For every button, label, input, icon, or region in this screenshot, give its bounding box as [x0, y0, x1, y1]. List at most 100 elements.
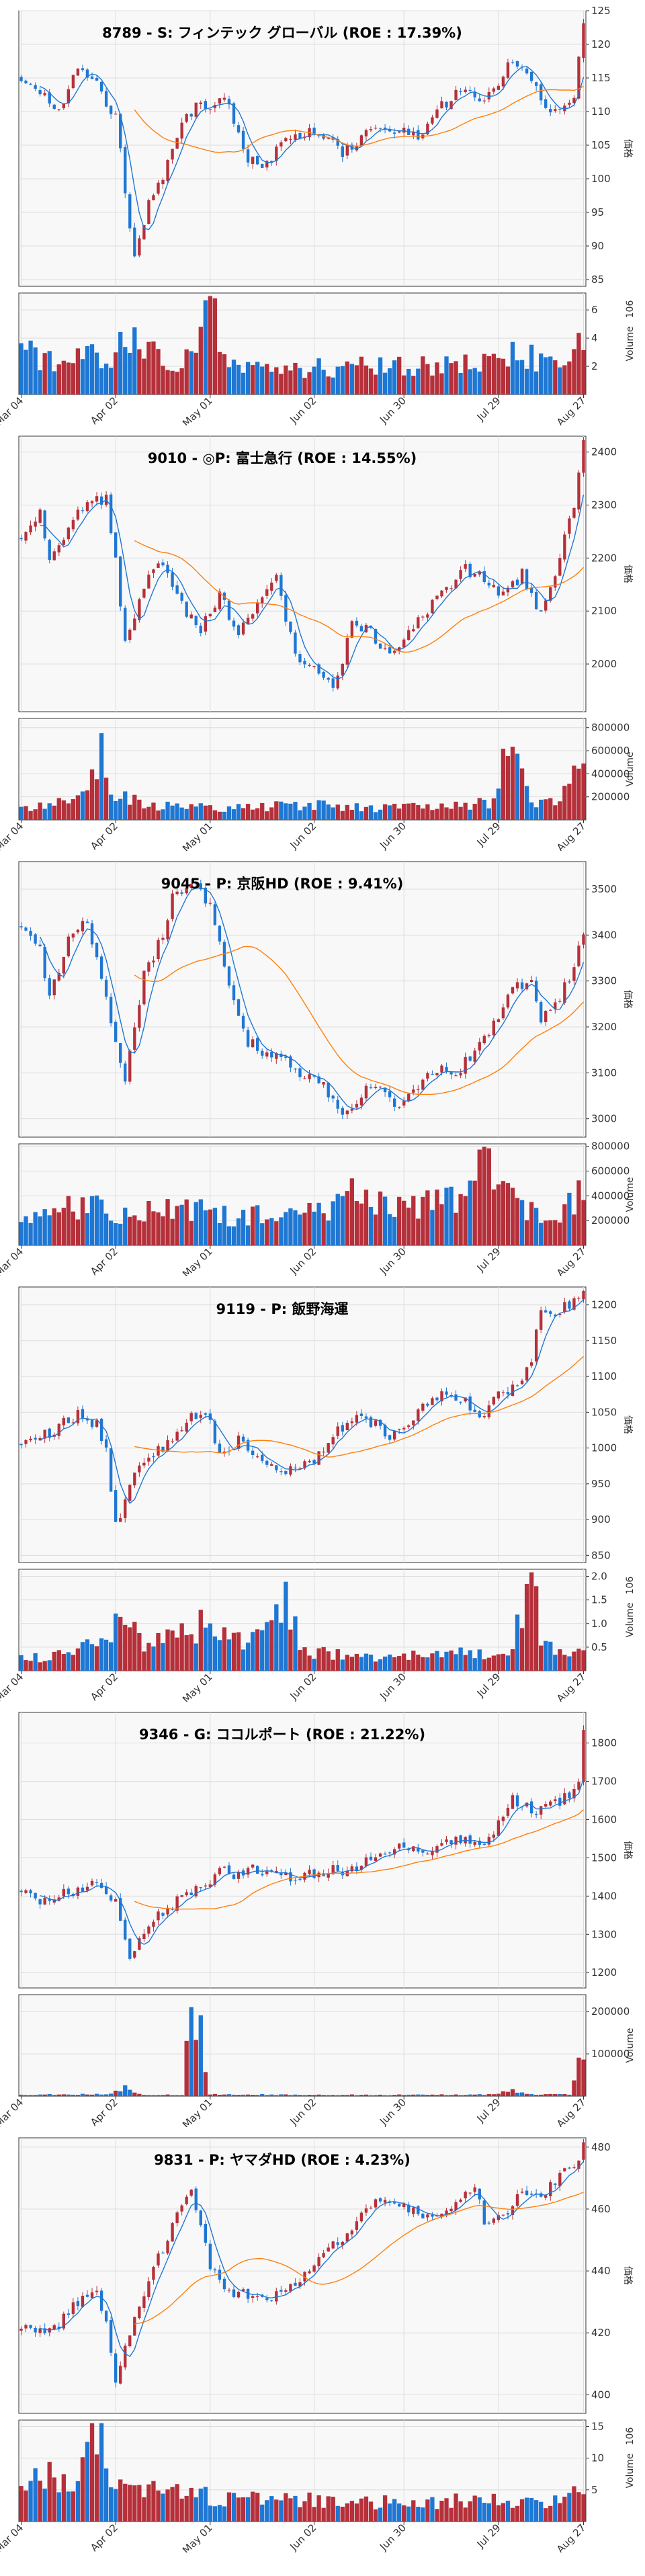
volume-tick-label: 400000 — [591, 767, 630, 780]
candle-body — [506, 994, 510, 1008]
chart-title: 9045 - P: 京阪HD (ROE : 9.41%) — [161, 876, 404, 892]
x-tick-label: Apr 02 — [88, 1245, 120, 1276]
volume-bar — [363, 2496, 369, 2522]
volume-bar — [397, 808, 402, 820]
candle-body — [534, 82, 538, 86]
candle-body — [392, 651, 396, 653]
candle-body — [359, 2212, 363, 2222]
candle-body — [194, 2188, 198, 2210]
candle-body — [227, 99, 231, 105]
candle-body — [246, 1868, 250, 1875]
candle-body — [222, 2278, 226, 2290]
volume-bar — [435, 2509, 439, 2522]
volume-bar — [331, 2095, 335, 2096]
candle-body — [515, 61, 519, 67]
candle-body — [440, 1065, 443, 1073]
volume-bar — [501, 2091, 506, 2096]
volume-bar — [38, 2094, 42, 2096]
candle-body — [152, 960, 155, 963]
volume-bar — [402, 375, 406, 394]
volume-bar — [463, 1655, 468, 1671]
volume-bar — [544, 799, 548, 820]
candle-body — [341, 663, 344, 676]
volume-bar — [567, 2493, 572, 2522]
candle-body — [43, 93, 46, 95]
candle-body — [43, 2328, 46, 2333]
volume-bar — [118, 1616, 123, 1671]
candle-body — [482, 1416, 486, 1417]
candle-body — [388, 647, 392, 654]
volume-bar — [307, 802, 312, 820]
volume-bar — [444, 2498, 449, 2522]
volume-bar — [217, 2505, 222, 2522]
volume-bar — [241, 2094, 246, 2096]
volume-bar — [472, 803, 477, 820]
candle-body — [213, 1874, 217, 1885]
volume-bar — [33, 1653, 38, 1671]
candle-body — [308, 1461, 311, 1462]
candle-body — [577, 472, 580, 510]
candle-body — [185, 114, 188, 122]
volume-bar — [425, 364, 430, 394]
candle-body — [298, 654, 302, 663]
stock-chart-panel: Mar 04 Apr 02 May 01 Jun 02 Jun 30 Jul 29 Aug … — [0, 2130, 645, 2552]
candle-body — [199, 1415, 202, 1418]
volume-bar — [208, 2505, 213, 2522]
volume-bar — [47, 351, 52, 394]
volume-bar — [208, 2094, 213, 2096]
volume-bar — [558, 1222, 562, 1245]
candle-body — [312, 1460, 316, 1464]
volume-bar — [548, 1220, 553, 1245]
volume-bar — [38, 1662, 42, 1671]
candle-body — [421, 1403, 425, 1411]
candle-body — [312, 127, 316, 134]
volume-bar — [373, 812, 378, 820]
candle-body — [251, 1039, 255, 1048]
candle-body — [506, 2213, 510, 2215]
candle-body — [104, 2311, 108, 2322]
volume-bar — [387, 1654, 392, 1671]
volume-bar — [189, 1220, 194, 1245]
candle-body — [175, 1431, 179, 1441]
candle-body — [62, 1888, 65, 1897]
volume-bar — [189, 2007, 194, 2096]
volume-bar — [359, 2498, 364, 2522]
volume-bar — [165, 1629, 170, 1671]
volume-bar — [378, 1191, 383, 1245]
volume-bar — [132, 1622, 137, 1671]
volume-bar — [562, 1655, 567, 1671]
candle-body — [280, 2290, 283, 2292]
candle-body — [95, 1882, 99, 1884]
volume-bar — [245, 1225, 251, 1245]
candle-body — [445, 2210, 448, 2215]
volume-plot-area — [18, 2419, 587, 2522]
volume-bar — [198, 1610, 203, 1671]
candle-body — [218, 98, 222, 104]
volume-bar — [519, 2499, 525, 2522]
volume-bar — [316, 358, 321, 394]
volume-bar — [99, 2423, 104, 2522]
volume-bar — [454, 801, 458, 820]
candle-body — [515, 579, 519, 585]
x-tick-label: Apr 02 — [88, 820, 120, 851]
volume-bar — [340, 811, 345, 820]
volume-bar — [576, 2057, 581, 2096]
candle-body — [554, 1799, 557, 1801]
volume-bar — [99, 2094, 104, 2096]
candle-body — [544, 1011, 548, 1022]
candle-body — [558, 109, 562, 110]
volume-bar — [444, 356, 449, 394]
volume-bar — [430, 810, 435, 820]
volume-bar — [567, 1656, 572, 1671]
volume-bar — [544, 2094, 548, 2096]
volume-bar — [411, 1651, 416, 1671]
candle-body — [341, 1108, 344, 1115]
candle-body — [128, 2335, 132, 2347]
candle-body — [67, 936, 71, 956]
volume-bar — [203, 2487, 208, 2522]
volume-bar — [151, 1211, 156, 1245]
volume-bar — [349, 2501, 355, 2522]
candle-body — [208, 903, 212, 904]
candle-body — [582, 934, 585, 945]
